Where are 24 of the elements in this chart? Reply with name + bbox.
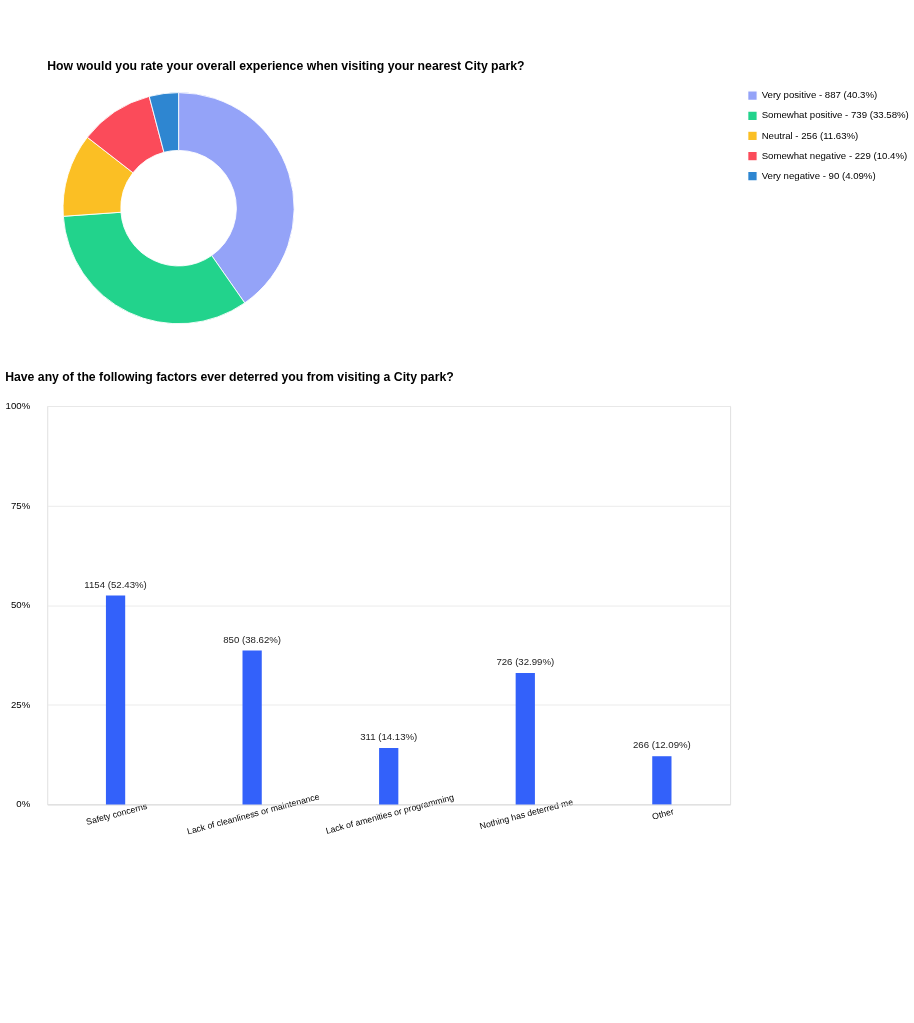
data-label: 1154 (52.43%) (84, 578, 147, 590)
legend-label: Neutral - 256 (11.63%) (761, 129, 859, 141)
y-tick-label: 100% (5, 400, 31, 412)
legend-label: Somewhat negative - 229 (10.4%) (761, 149, 908, 161)
y-tick-label: 75% (10, 499, 31, 511)
legend-label: Very positive - 887 (40.3%) (761, 89, 878, 101)
data-label: 850 (38.62%) (223, 633, 282, 645)
bar (242, 650, 262, 805)
legend-label: Somewhat positive - 739 (33.58%) (761, 109, 909, 121)
y-tick-label: 25% (10, 698, 31, 710)
data-label: 726 (32.99%) (496, 656, 555, 668)
y-tick-label: 0% (16, 798, 31, 810)
chart-title: Have any of the following factors ever deterred you from visiting a City park? (5, 369, 454, 384)
bar (105, 595, 126, 805)
y-tick-label: 50% (10, 599, 31, 611)
data-label: 266 (12.09%) (632, 739, 691, 751)
bar (652, 756, 672, 805)
x-tick-label: Nothing has deterred me (478, 796, 575, 832)
legend-label: Very negative - 90 (4.09%) (761, 169, 876, 181)
chart-title: How would you rate your overall experience when visiting your nearest City park? (47, 58, 525, 73)
bar (379, 748, 399, 805)
x-tick-label: Safety concerns (85, 800, 149, 827)
data-label: 311 (14.13%) (360, 731, 418, 743)
x-tick-label: Other (651, 806, 675, 822)
